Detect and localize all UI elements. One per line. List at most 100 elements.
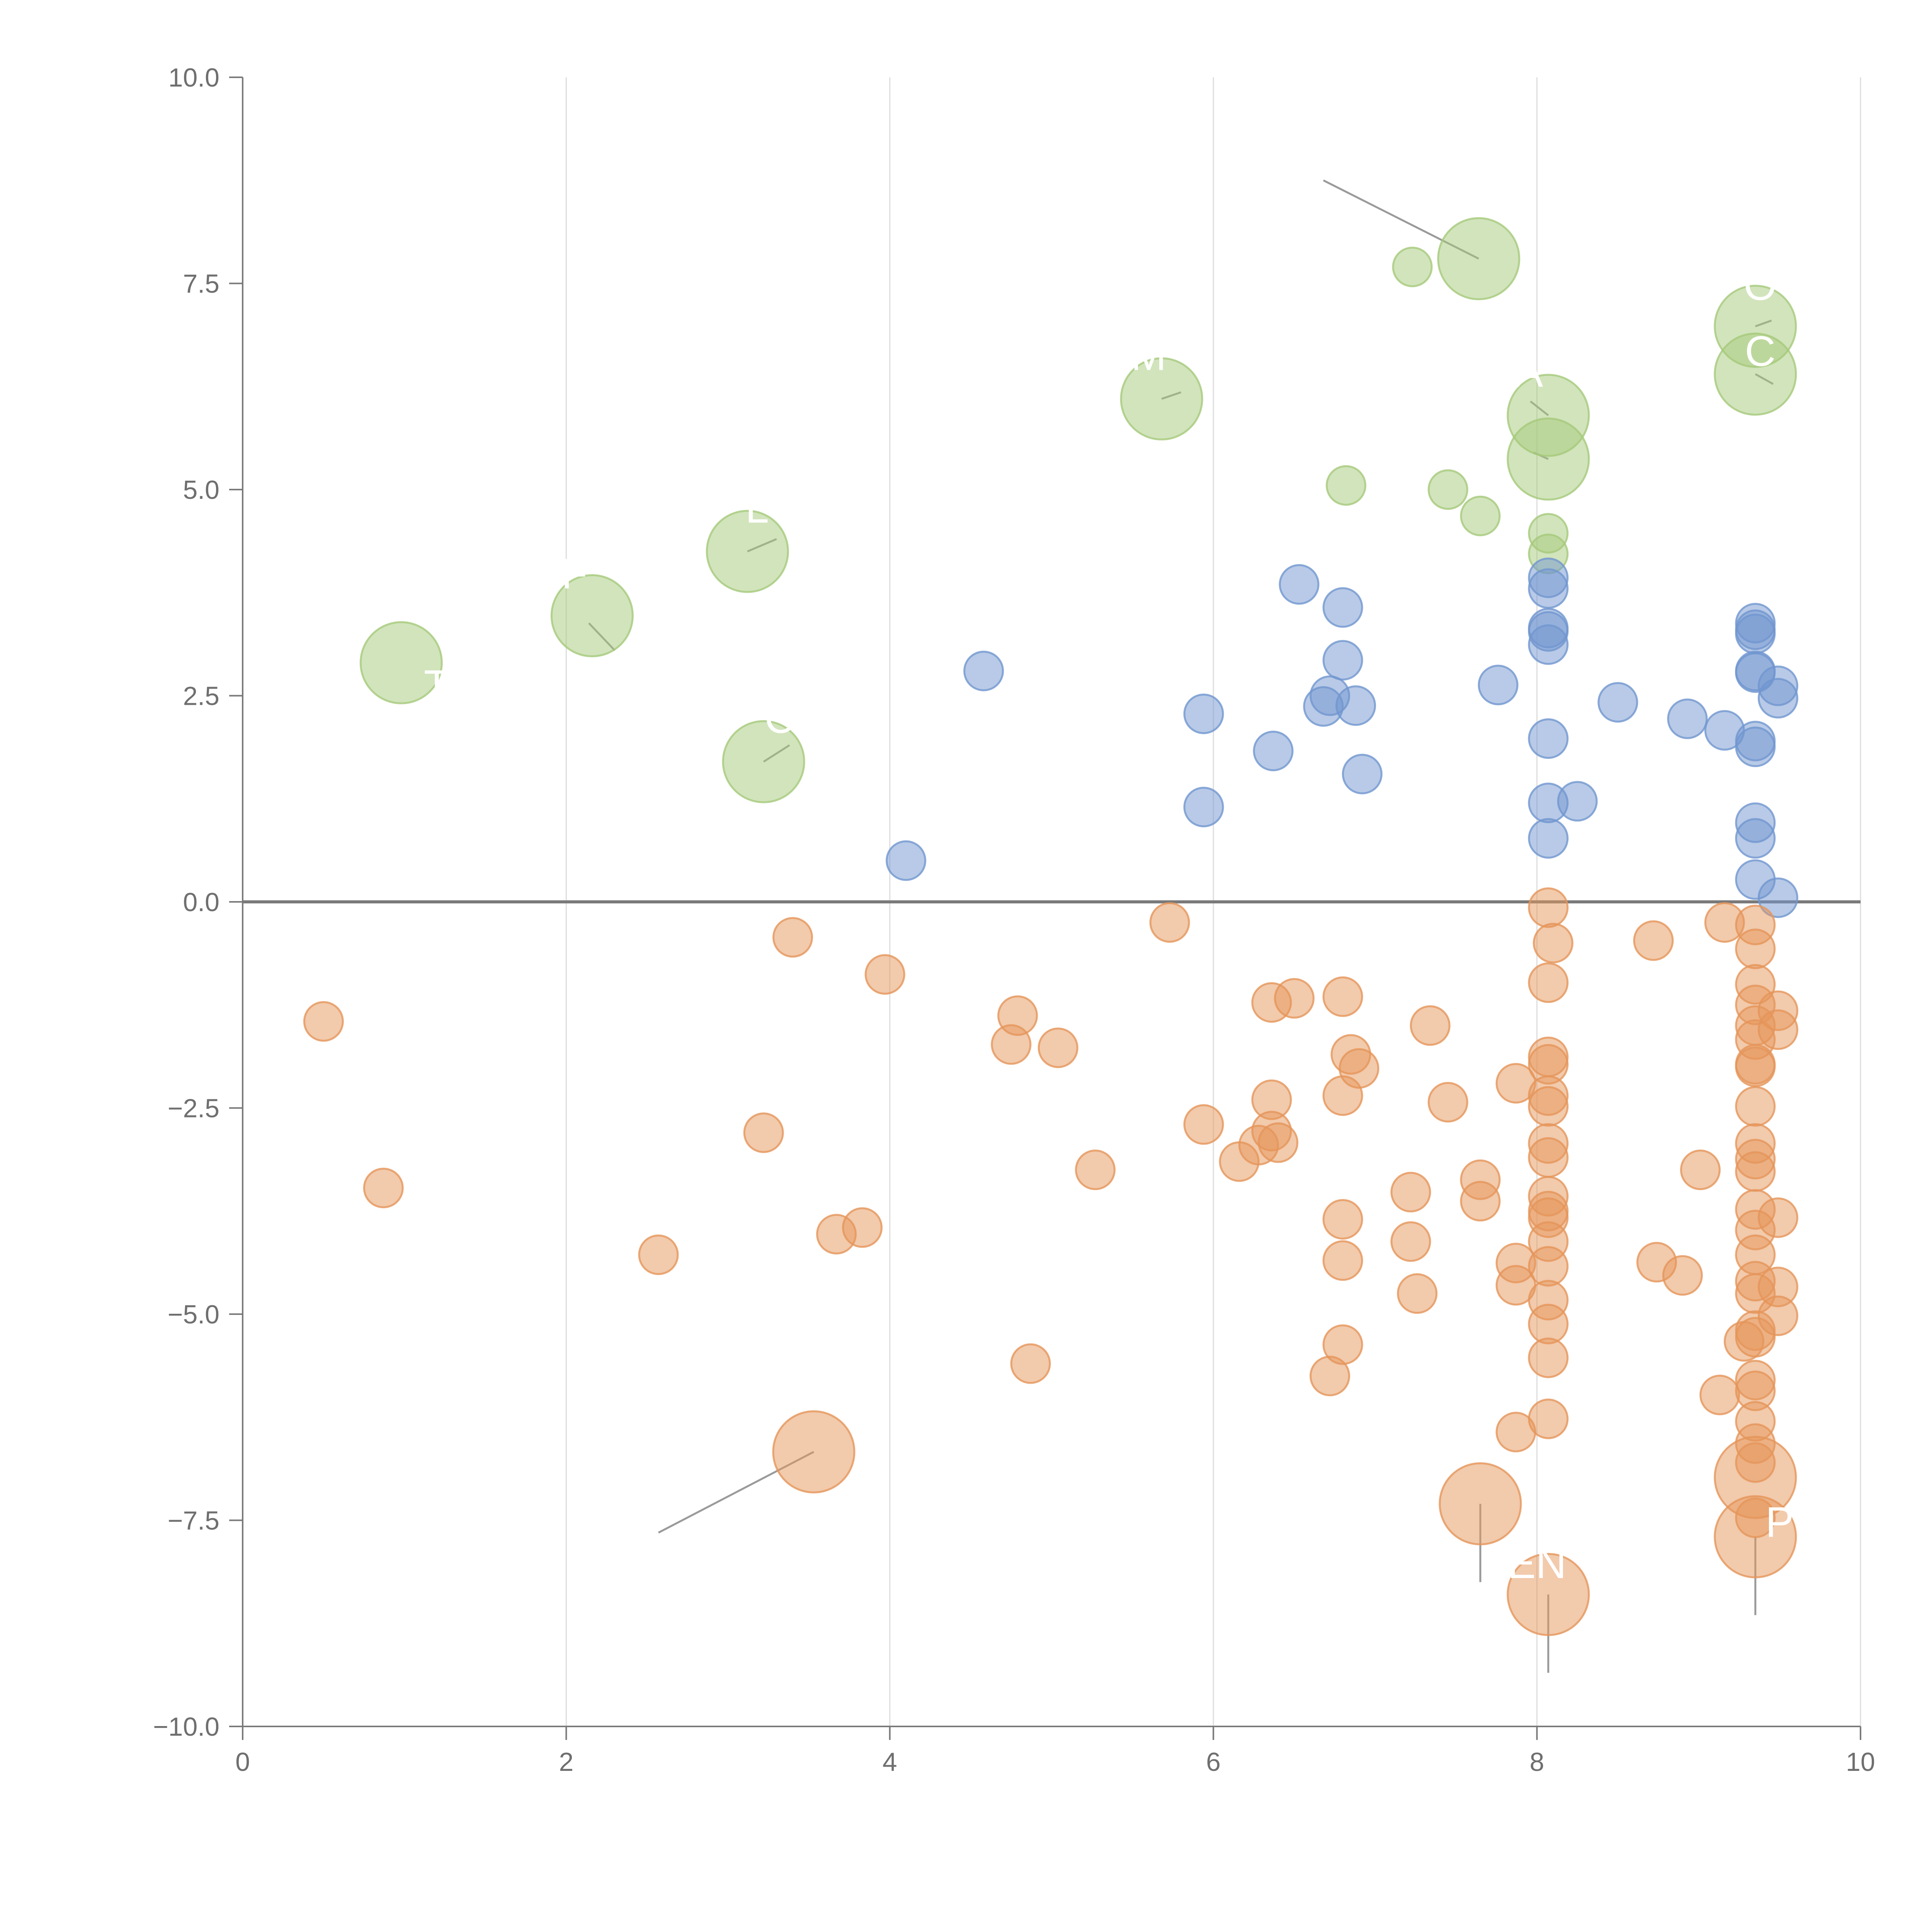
- orange-point: [1528, 887, 1569, 928]
- orange-point: [1149, 902, 1190, 943]
- orange-point: [1532, 923, 1573, 964]
- y-axis-ticks: −10.0 −7.5 −5.0 −2.5 0.0 2.5 5.0 7.5 10.0: [153, 63, 243, 1742]
- orange-point: [1274, 978, 1315, 1019]
- orange-point: [1075, 1150, 1116, 1190]
- y-tick-label: −5.0: [168, 1300, 219, 1329]
- blue-point: [886, 840, 927, 881]
- orange-point: [1757, 1197, 1798, 1238]
- point-label: F: [561, 550, 587, 598]
- orange-point: [1735, 929, 1776, 969]
- orange-point: [864, 954, 905, 995]
- blue-point: [963, 650, 1004, 691]
- blue-point: [1322, 587, 1363, 628]
- orange-point: [1633, 920, 1674, 961]
- orange-point: [1528, 1337, 1569, 1378]
- point-label: EN: [1507, 1540, 1566, 1587]
- x-tick-label: 0: [235, 1747, 250, 1777]
- orange-point: [1735, 1046, 1776, 1087]
- green-point: [1437, 217, 1520, 300]
- point-label: M: [1131, 332, 1167, 379]
- orange-point: [772, 917, 813, 958]
- orange-point: [1322, 1240, 1363, 1281]
- blue-point: [1322, 640, 1363, 681]
- orange-point: [1338, 1048, 1379, 1089]
- green-point: [1392, 247, 1433, 287]
- orange-point: [1528, 1137, 1569, 1178]
- y-tick-label: 0.0: [183, 888, 219, 917]
- blue-point: [1757, 877, 1798, 918]
- orange-point: [1714, 1495, 1797, 1578]
- x-tick-label: 4: [883, 1747, 897, 1777]
- blue-point: [1528, 818, 1569, 859]
- blue-point: [1478, 665, 1519, 706]
- green-point: [706, 510, 789, 593]
- green-point: [1714, 332, 1797, 416]
- orange-point: [1010, 1343, 1051, 1384]
- point-label: A: [1515, 348, 1543, 396]
- orange-point: [1460, 1181, 1501, 1222]
- orange-point: [1390, 1221, 1431, 1262]
- point-label: C: [764, 695, 795, 742]
- orange-point: [1427, 1082, 1468, 1123]
- orange-point: [743, 1112, 784, 1153]
- blue-point: [1183, 693, 1224, 734]
- x-tick-label: 8: [1530, 1747, 1544, 1777]
- blue-point: [1735, 613, 1776, 654]
- x-axis-ticks: 0 2 4 6 8 10: [235, 1726, 1875, 1777]
- orange-point: [363, 1167, 404, 1208]
- orange-point: [1183, 1104, 1224, 1145]
- orange-point: [1757, 1009, 1798, 1050]
- green-point: [550, 574, 634, 658]
- orange-point: [1322, 1324, 1363, 1365]
- orange-point: [772, 1410, 855, 1493]
- blue-point: [1667, 698, 1708, 739]
- green-point: [1120, 357, 1203, 440]
- orange-point: [1528, 1086, 1569, 1127]
- orange-point: [1757, 1295, 1798, 1336]
- point-label: P: [1765, 1498, 1794, 1546]
- blue-point: [1183, 787, 1224, 828]
- blue-point: [1342, 753, 1383, 794]
- orange-point: [1037, 1027, 1078, 1068]
- y-tick-label: 7.5: [183, 269, 219, 299]
- orange-point: [1528, 1398, 1569, 1439]
- blue-point: [1279, 564, 1320, 605]
- orange-point: [1322, 1199, 1363, 1240]
- x-tick-label: 6: [1206, 1747, 1221, 1777]
- orange-point: [842, 1207, 883, 1248]
- y-tick-label: −10.0: [153, 1712, 219, 1742]
- data-points: [303, 217, 1798, 1636]
- green-point: [722, 720, 805, 803]
- point-label: T: [424, 662, 450, 709]
- blue-point: [1335, 685, 1376, 726]
- orange-point: [1390, 1172, 1431, 1213]
- point-label: O: [1744, 262, 1777, 309]
- green-point: [1460, 495, 1501, 536]
- blue-point: [1757, 678, 1798, 719]
- point-label: C: [1745, 328, 1776, 375]
- orange-point: [1680, 1150, 1721, 1190]
- orange-point: [1662, 1255, 1703, 1296]
- y-tick-label: 5.0: [183, 475, 219, 505]
- orange-point: [1735, 1151, 1776, 1192]
- blue-point: [1597, 682, 1638, 723]
- green-point: [1326, 465, 1367, 506]
- orange-point: [1258, 1122, 1299, 1163]
- orange-point: [1322, 976, 1363, 1017]
- orange-point: [1528, 962, 1569, 1003]
- y-tick-label: −2.5: [168, 1094, 219, 1123]
- blue-point: [1735, 726, 1776, 767]
- green-point: [359, 621, 443, 704]
- blue-point: [1528, 568, 1569, 609]
- blue-point: [1557, 781, 1598, 822]
- point-label: L: [745, 484, 769, 532]
- orange-point: [1439, 1462, 1522, 1546]
- orange-point: [1410, 1005, 1451, 1046]
- orange-point: [303, 1001, 344, 1042]
- blue-point: [1735, 818, 1776, 859]
- blue-point: [1253, 730, 1294, 771]
- green-point: [1427, 469, 1468, 510]
- orange-point: [1735, 1086, 1776, 1127]
